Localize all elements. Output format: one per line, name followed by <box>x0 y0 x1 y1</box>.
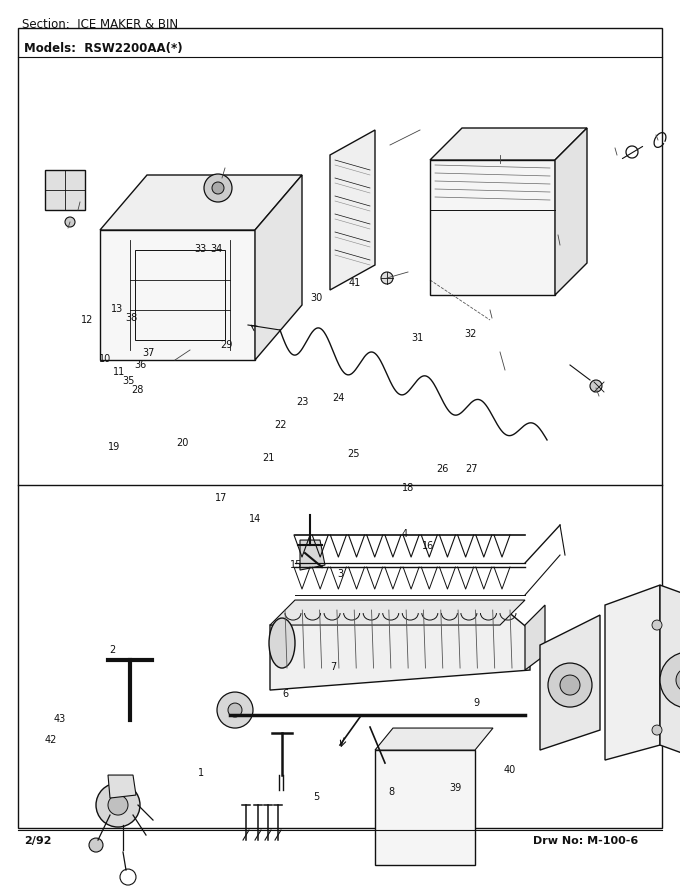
Text: 22: 22 <box>275 420 287 431</box>
Polygon shape <box>100 230 255 360</box>
Circle shape <box>652 620 662 630</box>
Text: 7: 7 <box>330 662 337 673</box>
Text: 16: 16 <box>422 540 435 551</box>
Text: 15: 15 <box>290 560 302 570</box>
Text: 20: 20 <box>176 438 188 449</box>
Circle shape <box>652 725 662 735</box>
Text: 17: 17 <box>215 493 227 504</box>
Polygon shape <box>375 728 493 750</box>
Circle shape <box>660 652 680 708</box>
Text: 11: 11 <box>113 367 125 377</box>
Circle shape <box>204 174 232 202</box>
Text: 10: 10 <box>99 353 112 364</box>
Text: 2/92: 2/92 <box>24 836 52 846</box>
Text: 34: 34 <box>210 244 222 255</box>
Text: 26: 26 <box>436 464 448 474</box>
Text: 28: 28 <box>131 384 143 395</box>
Text: 35: 35 <box>122 376 135 386</box>
Text: 42: 42 <box>45 735 57 746</box>
Polygon shape <box>45 170 85 210</box>
Polygon shape <box>300 540 325 570</box>
Text: 38: 38 <box>125 312 137 323</box>
Bar <box>135 250 225 340</box>
Polygon shape <box>555 128 587 295</box>
Text: 9: 9 <box>473 698 479 708</box>
Text: 5: 5 <box>313 791 320 802</box>
Text: 8: 8 <box>388 787 394 797</box>
Text: Section:  ICE MAKER & BIN: Section: ICE MAKER & BIN <box>22 18 178 31</box>
Circle shape <box>548 663 592 707</box>
Text: 21: 21 <box>262 453 275 464</box>
Polygon shape <box>270 605 530 690</box>
Circle shape <box>590 380 602 392</box>
Text: 29: 29 <box>220 340 233 351</box>
Text: 18: 18 <box>402 482 414 493</box>
Polygon shape <box>525 605 545 670</box>
Text: 1: 1 <box>197 767 204 778</box>
Text: 37: 37 <box>142 348 154 359</box>
Text: 32: 32 <box>464 328 477 339</box>
Circle shape <box>217 692 253 728</box>
Text: 2: 2 <box>109 644 116 655</box>
Polygon shape <box>255 175 302 360</box>
Text: Models:  RSW2200AA(*): Models: RSW2200AA(*) <box>24 42 183 55</box>
Polygon shape <box>605 585 660 760</box>
Polygon shape <box>660 585 680 765</box>
Text: 23: 23 <box>296 397 309 408</box>
Circle shape <box>96 783 140 827</box>
Text: 4: 4 <box>401 529 408 539</box>
Text: 14: 14 <box>249 514 261 524</box>
Polygon shape <box>330 130 375 290</box>
Ellipse shape <box>269 618 295 668</box>
Circle shape <box>89 838 103 852</box>
Text: 3: 3 <box>337 569 343 579</box>
Polygon shape <box>540 615 600 750</box>
Text: Drw No: M-100-6: Drw No: M-100-6 <box>532 836 638 846</box>
Polygon shape <box>430 128 587 160</box>
Text: 19: 19 <box>108 441 120 452</box>
Polygon shape <box>375 750 475 865</box>
Circle shape <box>676 668 680 692</box>
Text: 39: 39 <box>449 782 462 793</box>
Text: 31: 31 <box>411 333 424 344</box>
Circle shape <box>65 217 75 227</box>
Text: 43: 43 <box>54 714 66 724</box>
Text: 13: 13 <box>111 303 123 314</box>
Circle shape <box>212 182 224 194</box>
Bar <box>18 28 662 828</box>
Text: 24: 24 <box>333 392 345 403</box>
Text: 41: 41 <box>349 278 361 288</box>
Text: 12: 12 <box>81 315 93 326</box>
Polygon shape <box>100 175 302 230</box>
Polygon shape <box>430 160 555 295</box>
Text: 27: 27 <box>465 464 477 474</box>
Text: 33: 33 <box>194 244 207 255</box>
Circle shape <box>381 272 393 284</box>
Polygon shape <box>270 600 525 625</box>
Text: 6: 6 <box>282 689 289 700</box>
Text: 25: 25 <box>347 449 360 459</box>
Text: 30: 30 <box>310 293 322 303</box>
Text: 36: 36 <box>135 360 147 370</box>
Circle shape <box>228 703 242 717</box>
Circle shape <box>108 795 128 815</box>
Polygon shape <box>108 775 136 798</box>
Circle shape <box>560 675 580 695</box>
Text: 40: 40 <box>504 765 516 775</box>
